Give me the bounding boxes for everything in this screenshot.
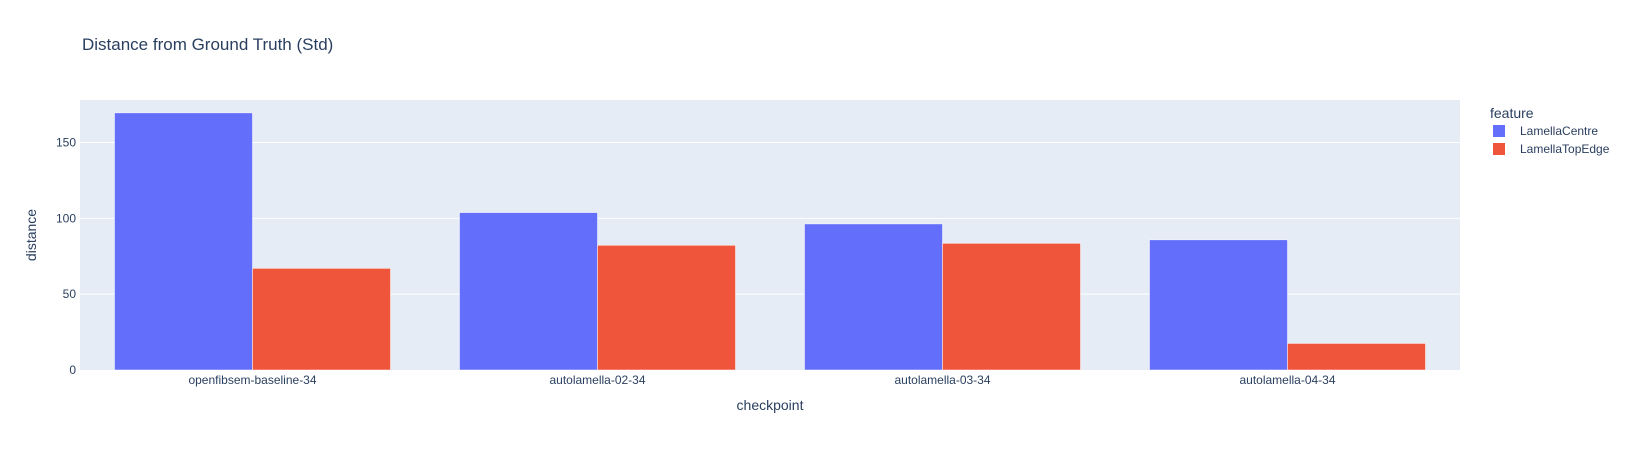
bar-lamellacentre[interactable] <box>1149 239 1288 371</box>
legend-title: feature <box>1490 105 1534 121</box>
legend-label[interactable]: LamellaCentre <box>1520 124 1598 138</box>
y-tick-label: 150 <box>56 135 76 149</box>
y-axis-title: distance <box>23 209 39 261</box>
y-axis-ticks: 0 50 100 150 <box>56 135 76 377</box>
legend-label[interactable]: LamellaTopEdge <box>1520 142 1610 156</box>
x-tick-label: autolamella-04-34 <box>1239 373 1335 387</box>
legend-swatch[interactable] <box>1493 143 1505 155</box>
bar-lamellacentre[interactable] <box>459 212 598 371</box>
legend: feature LamellaCentre LamellaTopEdge <box>1490 105 1610 156</box>
x-axis-title: checkpoint <box>737 397 804 413</box>
bar-lamellacentre[interactable] <box>804 223 943 371</box>
bar-lamellatopedge[interactable] <box>597 245 736 371</box>
x-axis-ticks: openfibsem-baseline-34 autolamella-02-34 a… <box>188 373 1335 387</box>
y-tick-label: 0 <box>69 363 76 377</box>
bar-lamellatopedge[interactable] <box>1287 343 1426 371</box>
bars <box>114 112 1426 371</box>
legend-swatch[interactable] <box>1493 125 1505 137</box>
y-tick-label: 100 <box>56 211 76 225</box>
y-tick-label: 50 <box>63 287 77 301</box>
bar-lamellatopedge[interactable] <box>252 268 391 371</box>
chart-title: Distance from Ground Truth (Std) <box>82 35 333 54</box>
x-tick-label: autolamella-03-34 <box>894 373 990 387</box>
bar-lamellacentre[interactable] <box>114 112 253 371</box>
x-tick-label: autolamella-02-34 <box>549 373 645 387</box>
x-tick-label: openfibsem-baseline-34 <box>188 373 316 387</box>
bar-lamellatopedge[interactable] <box>942 243 1081 371</box>
